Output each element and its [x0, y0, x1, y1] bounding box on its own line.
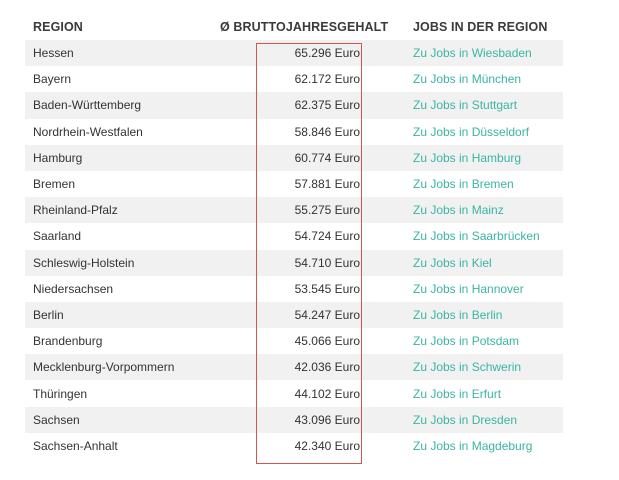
table-row: Nordrhein-Westfalen 58.846 Euro Zu Jobs in… — [25, 118, 563, 145]
jobs-link[interactable]: Zu Jobs in Bremen — [413, 177, 514, 192]
header-jobs: JOBS IN DER REGION — [413, 20, 548, 34]
jobs-link-cell: Zu Jobs in Düsseldorf — [405, 118, 563, 145]
salary-cell: 44.102 Euro — [220, 380, 405, 407]
region-cell: Berlin — [25, 301, 220, 329]
salary-cell: 57.881 Euro — [220, 170, 405, 198]
jobs-link[interactable]: Zu Jobs in Stuttgart — [413, 98, 518, 113]
jobs-link-cell: Zu Jobs in Dresden — [405, 406, 563, 433]
table-row: Hessen 65.296 Euro Zu Jobs in Wiesbaden — [25, 40, 563, 67]
jobs-link[interactable]: Zu Jobs in Berlin — [413, 307, 503, 322]
salary-cell: 54.710 Euro — [220, 249, 405, 276]
jobs-link[interactable]: Zu Jobs in Potsdam — [413, 334, 520, 349]
region-cell: Baden-Württemberg — [25, 92, 220, 119]
table-row: Berlin 54.247 Euro Zu Jobs in Berlin — [25, 301, 563, 329]
jobs-link-cell: Zu Jobs in Potsdam — [405, 328, 563, 355]
table-header-row: REGION Ø BRUTTOJAHRESGEHALT JOBS IN DER … — [25, 14, 563, 40]
jobs-link-cell: Zu Jobs in Magdeburg — [405, 432, 563, 459]
jobs-link-cell: Zu Jobs in Mainz — [405, 197, 563, 224]
region-cell: Nordrhein-Westfalen — [25, 118, 220, 145]
region-cell: Saarland — [25, 223, 220, 250]
jobs-link-cell: Zu Jobs in Kiel — [405, 249, 563, 276]
table-row: Baden-Württemberg 62.375 Euro Zu Jobs in S… — [25, 92, 563, 119]
jobs-link-cell: Zu Jobs in Erfurt — [405, 380, 563, 407]
salary-cell: 62.375 Euro — [220, 92, 405, 119]
table-row: Thüringen 44.102 Euro Zu Jobs in Erfurt — [25, 380, 563, 407]
jobs-link[interactable]: Zu Jobs in München — [413, 72, 522, 87]
table-row: Bremen 57.881 Euro Zu Jobs in Bremen — [25, 170, 563, 198]
region-cell: Schleswig-Holstein — [25, 249, 220, 276]
salary-cell: 45.066 Euro — [220, 328, 405, 355]
region-cell: Mecklenburg-Vorpommern — [25, 354, 220, 381]
salary-cell: 62.172 Euro — [220, 66, 405, 93]
region-cell: Hessen — [25, 40, 220, 67]
jobs-link-cell: Zu Jobs in München — [405, 66, 563, 93]
table-row: Sachsen-Anhalt 42.340 Euro Zu Jobs in Magd… — [25, 432, 563, 459]
header-salary: Ø BRUTTOJAHRESGEHALT — [220, 20, 389, 34]
jobs-link[interactable]: Zu Jobs in Hamburg — [413, 150, 522, 165]
salary-cell: 43.096 Euro — [220, 406, 405, 433]
jobs-link[interactable]: Zu Jobs in Dresden — [413, 412, 518, 427]
jobs-link[interactable]: Zu Jobs in Mainz — [413, 203, 504, 218]
region-cell: Sachsen — [25, 406, 220, 433]
region-cell: Brandenburg — [25, 328, 220, 355]
region-cell: Hamburg — [25, 144, 220, 171]
jobs-link[interactable]: Zu Jobs in Magdeburg — [413, 438, 533, 453]
header-region: REGION — [33, 20, 83, 34]
salary-cell: 42.036 Euro — [220, 354, 405, 381]
salary-cell: 60.774 Euro — [220, 144, 405, 171]
jobs-link-cell: Zu Jobs in Hamburg — [405, 144, 563, 171]
jobs-link[interactable]: Zu Jobs in Hannover — [413, 281, 524, 296]
table-row: Rheinland-Pfalz 55.275 Euro Zu Jobs in Mai… — [25, 197, 563, 224]
jobs-link-cell: Zu Jobs in Schwerin — [405, 354, 563, 381]
salary-cell: 65.296 Euro — [220, 40, 405, 67]
salary-cell: 58.846 Euro — [220, 118, 405, 145]
salary-by-region-table: REGION Ø BRUTTOJAHRESGEHALT JOBS IN DER … — [25, 14, 563, 459]
table-row: Hamburg 60.774 Euro Zu Jobs in Hamburg — [25, 144, 563, 171]
jobs-link-cell: Zu Jobs in Hannover — [405, 275, 563, 302]
region-cell: Bremen — [25, 170, 220, 198]
region-cell: Rheinland-Pfalz — [25, 197, 220, 224]
table-row: Bayern 62.172 Euro Zu Jobs in München — [25, 66, 563, 93]
jobs-link[interactable]: Zu Jobs in Kiel — [413, 255, 492, 270]
table-row: Schleswig-Holstein 54.710 Euro Zu Jobs in … — [25, 249, 563, 276]
table-row: Brandenburg 45.066 Euro Zu Jobs in Potsdam — [25, 328, 563, 355]
jobs-link[interactable]: Zu Jobs in Wiesbaden — [413, 46, 532, 61]
salary-cell: 53.545 Euro — [220, 275, 405, 302]
salary-cell: 54.247 Euro — [220, 301, 405, 329]
region-cell: Sachsen-Anhalt — [25, 432, 220, 459]
table-row: Saarland 54.724 Euro Zu Jobs in Saarbrücke… — [25, 223, 563, 250]
salary-cell: 54.724 Euro — [220, 223, 405, 250]
table-row: Niedersachsen 53.545 Euro Zu Jobs in Hanno… — [25, 275, 563, 302]
table-row: Sachsen 43.096 Euro Zu Jobs in Dresden — [25, 406, 563, 433]
table-row: Mecklenburg-Vorpommern 42.036 Euro Zu Jobs… — [25, 354, 563, 381]
jobs-link-cell: Zu Jobs in Berlin — [405, 301, 563, 329]
region-cell: Niedersachsen — [25, 275, 220, 302]
salary-cell: 55.275 Euro — [220, 197, 405, 224]
jobs-link[interactable]: Zu Jobs in Erfurt — [413, 386, 502, 401]
jobs-link[interactable]: Zu Jobs in Schwerin — [413, 360, 522, 375]
jobs-link[interactable]: Zu Jobs in Düsseldorf — [413, 124, 530, 139]
jobs-link[interactable]: Zu Jobs in Saarbrücken — [413, 229, 540, 244]
jobs-link-cell: Zu Jobs in Bremen — [405, 170, 563, 198]
region-cell: Thüringen — [25, 380, 220, 407]
jobs-link-cell: Zu Jobs in Wiesbaden — [405, 40, 563, 67]
table-body: Hessen 65.296 Euro Zu Jobs in Wiesbaden Bay… — [25, 40, 563, 459]
region-cell: Bayern — [25, 66, 220, 93]
jobs-link-cell: Zu Jobs in Stuttgart — [405, 92, 563, 119]
salary-cell: 42.340 Euro — [220, 432, 405, 459]
jobs-link-cell: Zu Jobs in Saarbrücken — [405, 223, 563, 250]
